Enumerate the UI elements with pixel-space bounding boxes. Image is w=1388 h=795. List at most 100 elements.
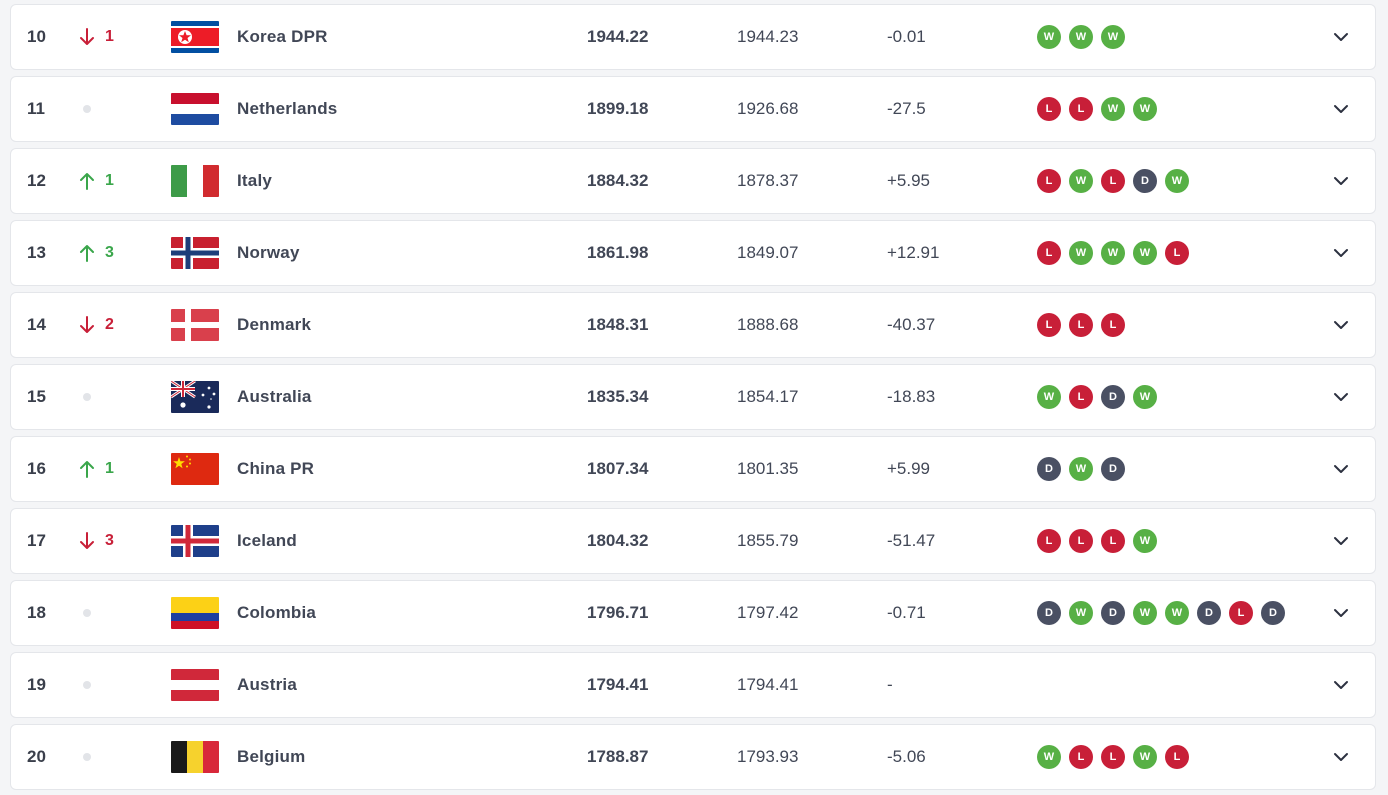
- ranking-row[interactable]: 13 3 Norway 1861.98 1849.07 +12.91 L W W W L: [10, 220, 1376, 286]
- arrow-down-icon: [79, 532, 95, 550]
- previous-points: 1855.79: [737, 531, 799, 550]
- chevron-down-icon[interactable]: [1331, 77, 1351, 141]
- iceland-flag-icon: [171, 525, 219, 557]
- rank-movement: 1: [79, 437, 139, 501]
- australia-flag-icon: [171, 381, 219, 413]
- form-badge: W: [1069, 169, 1093, 193]
- ranking-row[interactable]: 10 1 Korea DPR 1944.22 1944.23 -0.01 W W W: [10, 4, 1376, 70]
- chevron-down-icon[interactable]: [1331, 509, 1351, 573]
- previous-points: 1888.68: [737, 315, 799, 334]
- rank-movement: 1: [79, 149, 139, 213]
- china-flag-icon: [171, 453, 219, 485]
- ranking-row[interactable]: 20 Belgium 1788.87 1793.93 -5.06 W L L W L: [10, 724, 1376, 790]
- total-points: 1884.32: [587, 171, 649, 190]
- rank-movement: 1: [79, 5, 139, 69]
- ranking-row[interactable]: 11 Netherlands 1899.18 1926.68 -27.5 L L W W: [10, 76, 1376, 142]
- form-badge: L: [1101, 745, 1125, 769]
- colombia-flag-icon: [171, 597, 219, 629]
- rank-movement: [79, 365, 139, 429]
- total-points: 1835.34: [587, 387, 649, 406]
- form-badge: W: [1069, 601, 1093, 625]
- points-change: -51.47: [887, 531, 936, 550]
- team-name[interactable]: Italy: [237, 171, 273, 190]
- form-badge: W: [1069, 241, 1093, 265]
- form-badge: W: [1133, 745, 1157, 769]
- form-badge: L: [1069, 313, 1093, 337]
- points-change: -27.5: [887, 99, 926, 118]
- form-badge: L: [1069, 529, 1093, 553]
- chevron-down-icon[interactable]: [1331, 5, 1351, 69]
- no-change-dot-icon: [83, 393, 91, 401]
- form-badge: W: [1069, 457, 1093, 481]
- form-badge: W: [1133, 529, 1157, 553]
- chevron-down-icon[interactable]: [1331, 437, 1351, 501]
- team-name[interactable]: Norway: [237, 243, 300, 262]
- rank-number: 15: [27, 387, 46, 406]
- form-badge: W: [1101, 97, 1125, 121]
- austria-flag-icon: [171, 669, 219, 701]
- previous-points: 1926.68: [737, 99, 799, 118]
- team-name[interactable]: Netherlands: [237, 99, 338, 118]
- chevron-down-icon[interactable]: [1331, 365, 1351, 429]
- chevron-down-icon[interactable]: [1331, 293, 1351, 357]
- form-badge: D: [1101, 601, 1125, 625]
- team-name[interactable]: Belgium: [237, 747, 306, 766]
- team-name[interactable]: Austria: [237, 675, 297, 694]
- form-badge: L: [1229, 601, 1253, 625]
- form-badge: W: [1133, 97, 1157, 121]
- ranking-row[interactable]: 14 2 Denmark 1848.31 1888.68 -40.37 L L L: [10, 292, 1376, 358]
- team-name[interactable]: Colombia: [237, 603, 317, 622]
- points-change: +5.95: [887, 171, 931, 190]
- chevron-down-icon[interactable]: [1331, 221, 1351, 285]
- form-badge: D: [1261, 601, 1285, 625]
- rank-number: 16: [27, 459, 46, 478]
- ranking-row[interactable]: 12 1 Italy 1884.32 1878.37 +5.95 L W L D W: [10, 148, 1376, 214]
- ranking-row[interactable]: 16 1 China PR 1807.34 1801.35 +5.99 D W D: [10, 436, 1376, 502]
- chevron-down-icon[interactable]: [1331, 149, 1351, 213]
- form-badge: L: [1101, 313, 1125, 337]
- form-badge: W: [1165, 601, 1189, 625]
- no-change-dot-icon: [83, 609, 91, 617]
- form-badge: W: [1133, 601, 1157, 625]
- previous-points: 1854.17: [737, 387, 799, 406]
- form-badge: D: [1101, 385, 1125, 409]
- arrow-up-icon: [79, 460, 95, 478]
- no-change-dot-icon: [83, 681, 91, 689]
- form-badge: D: [1101, 457, 1125, 481]
- team-name[interactable]: Australia: [237, 387, 312, 406]
- no-change-dot-icon: [83, 753, 91, 761]
- team-name[interactable]: China PR: [237, 459, 315, 478]
- arrow-down-icon: [79, 28, 95, 46]
- no-change-dot-icon: [83, 105, 91, 113]
- form-badge: L: [1069, 385, 1093, 409]
- previous-points: 1801.35: [737, 459, 799, 478]
- ranking-row[interactable]: 15 Australia 1835.34 1854.17 -18.83 W L D W: [10, 364, 1376, 430]
- team-name[interactable]: Korea DPR: [237, 27, 328, 46]
- form-badge: L: [1069, 745, 1093, 769]
- form-badge: W: [1037, 25, 1061, 49]
- ranking-row[interactable]: 19 Austria 1794.41 1794.41 -: [10, 652, 1376, 718]
- points-change: -40.37: [887, 315, 936, 334]
- team-name[interactable]: Iceland: [237, 531, 297, 550]
- korea-dpr-flag-icon: [171, 21, 219, 53]
- points-change: -5.06: [887, 747, 926, 766]
- total-points: 1796.71: [587, 603, 649, 622]
- rank-number: 10: [27, 27, 46, 46]
- arrow-up-icon: [79, 172, 95, 190]
- italy-flag-icon: [171, 165, 219, 197]
- ranking-row[interactable]: 17 3 Iceland 1804.32 1855.79 -51.47 L L L W: [10, 508, 1376, 574]
- rank-movement: [79, 77, 139, 141]
- movement-value: 2: [105, 316, 114, 333]
- form-badge: L: [1037, 97, 1061, 121]
- team-name[interactable]: Denmark: [237, 315, 312, 334]
- ranking-row[interactable]: 18 Colombia 1796.71 1797.42 -0.71 D W D W W D L D: [10, 580, 1376, 646]
- movement-value: 1: [105, 172, 114, 189]
- chevron-down-icon[interactable]: [1331, 581, 1351, 645]
- chevron-down-icon[interactable]: [1331, 725, 1351, 789]
- chevron-down-icon[interactable]: [1331, 653, 1351, 717]
- rank-number: 14: [27, 315, 46, 334]
- form-badge: W: [1133, 241, 1157, 265]
